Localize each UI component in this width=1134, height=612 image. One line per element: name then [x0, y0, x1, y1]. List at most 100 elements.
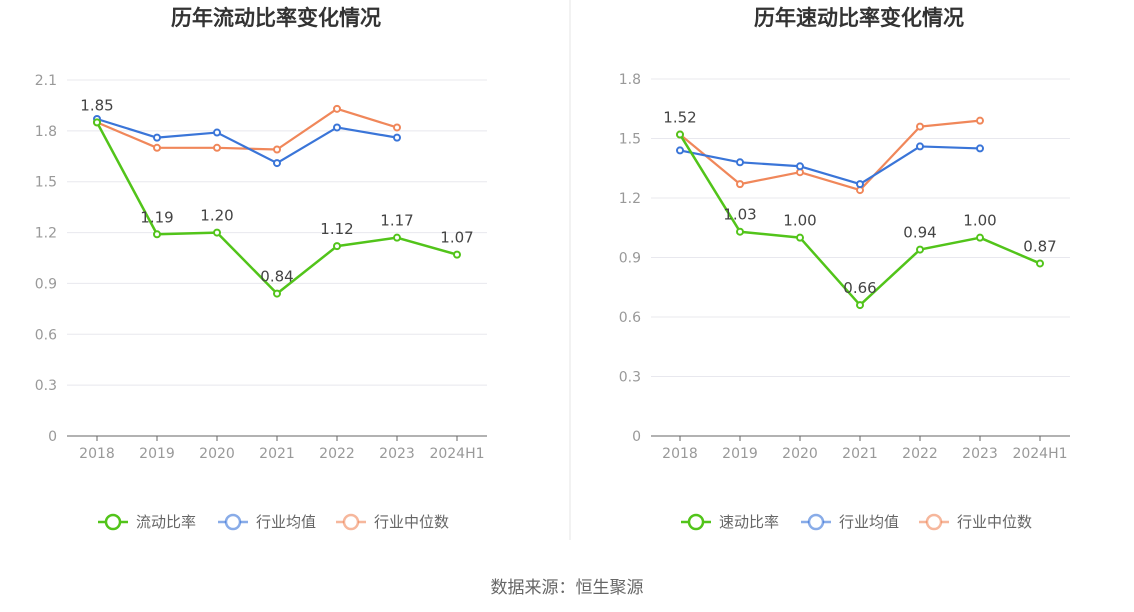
data-label: 1.17 [380, 212, 413, 230]
current-ratio-chart: 历年流动比率变化情况 0 0.3 0.6 0.9 1.2 1.5 1.8 2.1 2018 2019… [35, 6, 487, 531]
x-tick-label: 2023 [379, 446, 415, 462]
series-line-median [679, 119, 981, 192]
data-label: 0.94 [903, 224, 936, 242]
series-median [676, 116, 984, 195]
legend-marker-icon [342, 513, 360, 531]
data-label: 0.84 [260, 268, 293, 286]
legend-marker-icon [104, 513, 122, 531]
data-point-main[interactable] [1036, 259, 1044, 268]
x-tick-label: 2024H1 [1012, 446, 1067, 462]
x-tick-label: 2019 [139, 446, 175, 462]
data-point-main[interactable] [856, 301, 864, 310]
legend-label: 流动比率 [136, 513, 196, 531]
data-label: 1.07 [440, 229, 473, 247]
legend-marker-icon [807, 513, 825, 531]
data-point-avg[interactable] [976, 144, 984, 153]
data-point-main[interactable] [273, 289, 281, 298]
y-tick-label: 1.2 [619, 191, 641, 207]
data-point-main[interactable] [916, 245, 924, 254]
data-point-avg[interactable] [393, 133, 401, 142]
y-tick-label: 0.6 [619, 310, 641, 326]
legend-item-main[interactable]: 速动比率 [681, 513, 779, 531]
data-label: 1.85 [80, 96, 113, 114]
data-point-avg[interactable] [153, 133, 161, 142]
y-tick-label: 1.5 [619, 132, 641, 148]
legend-marker-icon [925, 513, 943, 531]
x-tick-label: 2018 [79, 446, 115, 462]
x-tick-label: 2024H1 [429, 446, 484, 462]
data-point-main[interactable] [93, 118, 101, 127]
series-avg [676, 142, 984, 189]
data-point-avg[interactable] [856, 180, 864, 189]
data-label: 1.12 [320, 220, 353, 238]
data-point-avg[interactable] [796, 162, 804, 171]
series-line-avg [679, 145, 981, 186]
y-tick-label: 1.8 [35, 124, 57, 140]
y-tick-label: 0.9 [35, 276, 57, 292]
data-point-main[interactable] [153, 230, 161, 239]
y-tick-label: 1.2 [35, 226, 57, 242]
legend-marker-icon [224, 513, 242, 531]
data-point-median[interactable] [976, 116, 984, 125]
data-label: 0.87 [1023, 237, 1056, 255]
legend-label: 行业均值 [839, 513, 899, 531]
legend-item-median[interactable]: 行业中位数 [919, 513, 1032, 531]
data-point-avg[interactable] [916, 142, 924, 151]
data-point-median[interactable] [153, 143, 161, 152]
x-tick-label: 2021 [259, 446, 295, 462]
data-point-avg[interactable] [273, 159, 281, 168]
data-point-main[interactable] [796, 233, 804, 242]
x-tick-label: 2022 [902, 446, 938, 462]
data-point-median[interactable] [273, 145, 281, 154]
data-point-main[interactable] [393, 233, 401, 242]
data-point-main[interactable] [976, 233, 984, 242]
data-label: 1.52 [663, 109, 696, 127]
y-tick-label: 1.5 [35, 175, 57, 191]
x-tick-label: 2021 [842, 446, 878, 462]
data-label: 1.20 [200, 207, 233, 225]
data-point-main[interactable] [453, 250, 461, 259]
data-point-avg[interactable] [676, 146, 684, 155]
y-tick-label: 0 [632, 429, 641, 445]
data-label: 1.03 [723, 206, 756, 224]
data-point-median[interactable] [213, 143, 221, 152]
data-source: 数据来源：恒生聚源 [491, 578, 644, 598]
data-point-avg[interactable] [736, 158, 744, 167]
data-point-avg[interactable] [213, 128, 221, 137]
data-label: 1.00 [783, 212, 816, 230]
x-tick-label: 2020 [782, 446, 818, 462]
data-point-main[interactable] [333, 242, 341, 251]
data-point-main[interactable] [676, 130, 684, 139]
legend-marker-icon [687, 513, 705, 531]
legend-label: 行业中位数 [957, 513, 1032, 531]
data-point-median[interactable] [393, 123, 401, 132]
x-tick-label: 2022 [319, 446, 355, 462]
data-point-median[interactable] [736, 180, 744, 189]
y-tick-label: 0.6 [35, 327, 57, 343]
data-point-avg[interactable] [333, 123, 341, 132]
legend-item-avg[interactable]: 行业均值 [801, 513, 899, 531]
legend-item-main[interactable]: 流动比率 [98, 513, 196, 531]
x-tick-label: 2018 [662, 446, 698, 462]
series-line-avg [96, 117, 398, 165]
data-point-main[interactable] [213, 228, 221, 237]
series-main: 1.52 1.03 1.00 0.66 0.94 1.00 0.87 [663, 109, 1057, 310]
legend-item-avg[interactable]: 行业均值 [218, 513, 316, 531]
x-tick-label: 2023 [962, 446, 998, 462]
data-point-median[interactable] [916, 122, 924, 131]
series-median [93, 104, 401, 154]
legend-label: 速动比率 [719, 513, 779, 531]
y-tick-label: 0.3 [619, 370, 641, 386]
data-point-median[interactable] [333, 104, 341, 113]
data-label: 1.00 [963, 212, 996, 230]
x-tick-label: 2019 [722, 446, 758, 462]
data-label: 0.66 [843, 279, 876, 297]
legend-label: 行业中位数 [374, 513, 449, 531]
quick-ratio-chart: 历年速动比率变化情况 0 0.3 0.6 0.9 1.2 1.5 1.8 2018 2019 202… [619, 6, 1070, 531]
data-point-main[interactable] [736, 227, 744, 236]
legend-item-median[interactable]: 行业中位数 [336, 513, 449, 531]
series-main: 1.85 1.19 1.20 0.84 1.12 1.17 1.07 [80, 96, 474, 298]
y-tick-label: 0 [48, 429, 57, 445]
y-tick-label: 2.1 [35, 73, 57, 89]
